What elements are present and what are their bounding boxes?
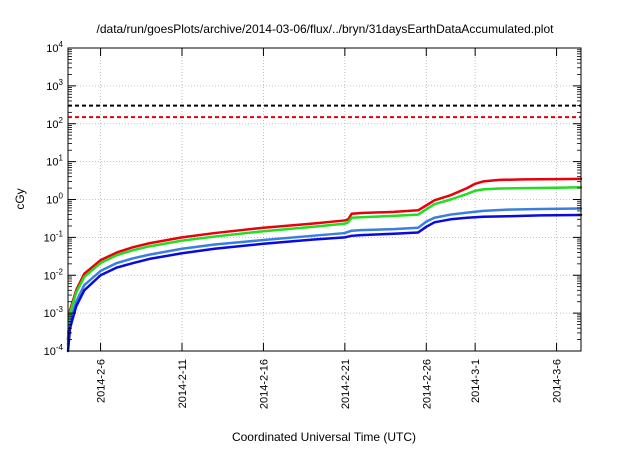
y-tick-label: 10-4 (44, 343, 64, 358)
y-tick-exponent: 1 (59, 154, 64, 163)
x-tick-label: 2014-2-6 (96, 359, 108, 403)
y-tick-base: 10 (44, 232, 56, 244)
chart-title: /data/run/goesPlots/archive/2014-03-06/f… (97, 22, 555, 36)
y-tick-label: 10-1 (44, 229, 64, 244)
y-tick-label: 102 (46, 116, 63, 131)
y-tick-exponent: 4 (59, 40, 64, 49)
y-tick-exponent: 2 (59, 116, 64, 125)
y-axis-label: cGy (13, 188, 27, 209)
axis-ticks (68, 47, 581, 352)
x-tick-label: 2014-2-16 (258, 359, 270, 409)
x-tick-label: 2014-2-11 (177, 359, 189, 408)
y-tick-base: 10 (46, 81, 58, 93)
y-tick-base: 10 (46, 43, 58, 55)
grid-lines (68, 48, 581, 351)
y-tick-exponent: -4 (56, 343, 64, 352)
series-line (66, 213, 583, 353)
y-tick-base: 10 (46, 157, 58, 169)
y-tick-base: 10 (44, 346, 56, 358)
y-tick-exponent: -1 (56, 229, 64, 238)
x-tick-label: 2014-3-6 (552, 359, 564, 403)
y-tick-base: 10 (44, 270, 56, 282)
y-tick-label: 104 (46, 40, 63, 55)
series-line (66, 177, 583, 341)
y-tick-label: 10-2 (44, 267, 64, 282)
x-tick-label: 2014-2-26 (421, 359, 433, 409)
y-tick-base: 10 (46, 119, 58, 131)
series-lines (66, 177, 583, 353)
x-tick-label: 2014-2-21 (340, 359, 352, 409)
series-line (66, 186, 583, 341)
y-tick-exponent: -2 (56, 267, 64, 276)
y-tick-exponent: 3 (59, 78, 64, 87)
reference-lines (68, 104, 581, 119)
y-tick-label: 100 (46, 192, 63, 207)
x-tick-labels: 2014-2-6 2014-2-11 2014-2-16 2014-2-21 2014-… (96, 359, 564, 409)
y-tick-exponent: 0 (59, 192, 64, 201)
y-tick-label: 103 (46, 78, 63, 93)
y-tick-label: 10-3 (44, 305, 64, 320)
x-axis-label: Coordinated Universal Time (UTC) (232, 430, 416, 444)
y-tick-exponent: -3 (56, 305, 64, 314)
x-tick-label: 2014-3-1 (470, 359, 482, 403)
y-tick-base: 10 (46, 195, 58, 207)
series-line (66, 207, 583, 346)
y-tick-label: 101 (46, 154, 63, 169)
y-tick-base: 10 (44, 308, 56, 320)
